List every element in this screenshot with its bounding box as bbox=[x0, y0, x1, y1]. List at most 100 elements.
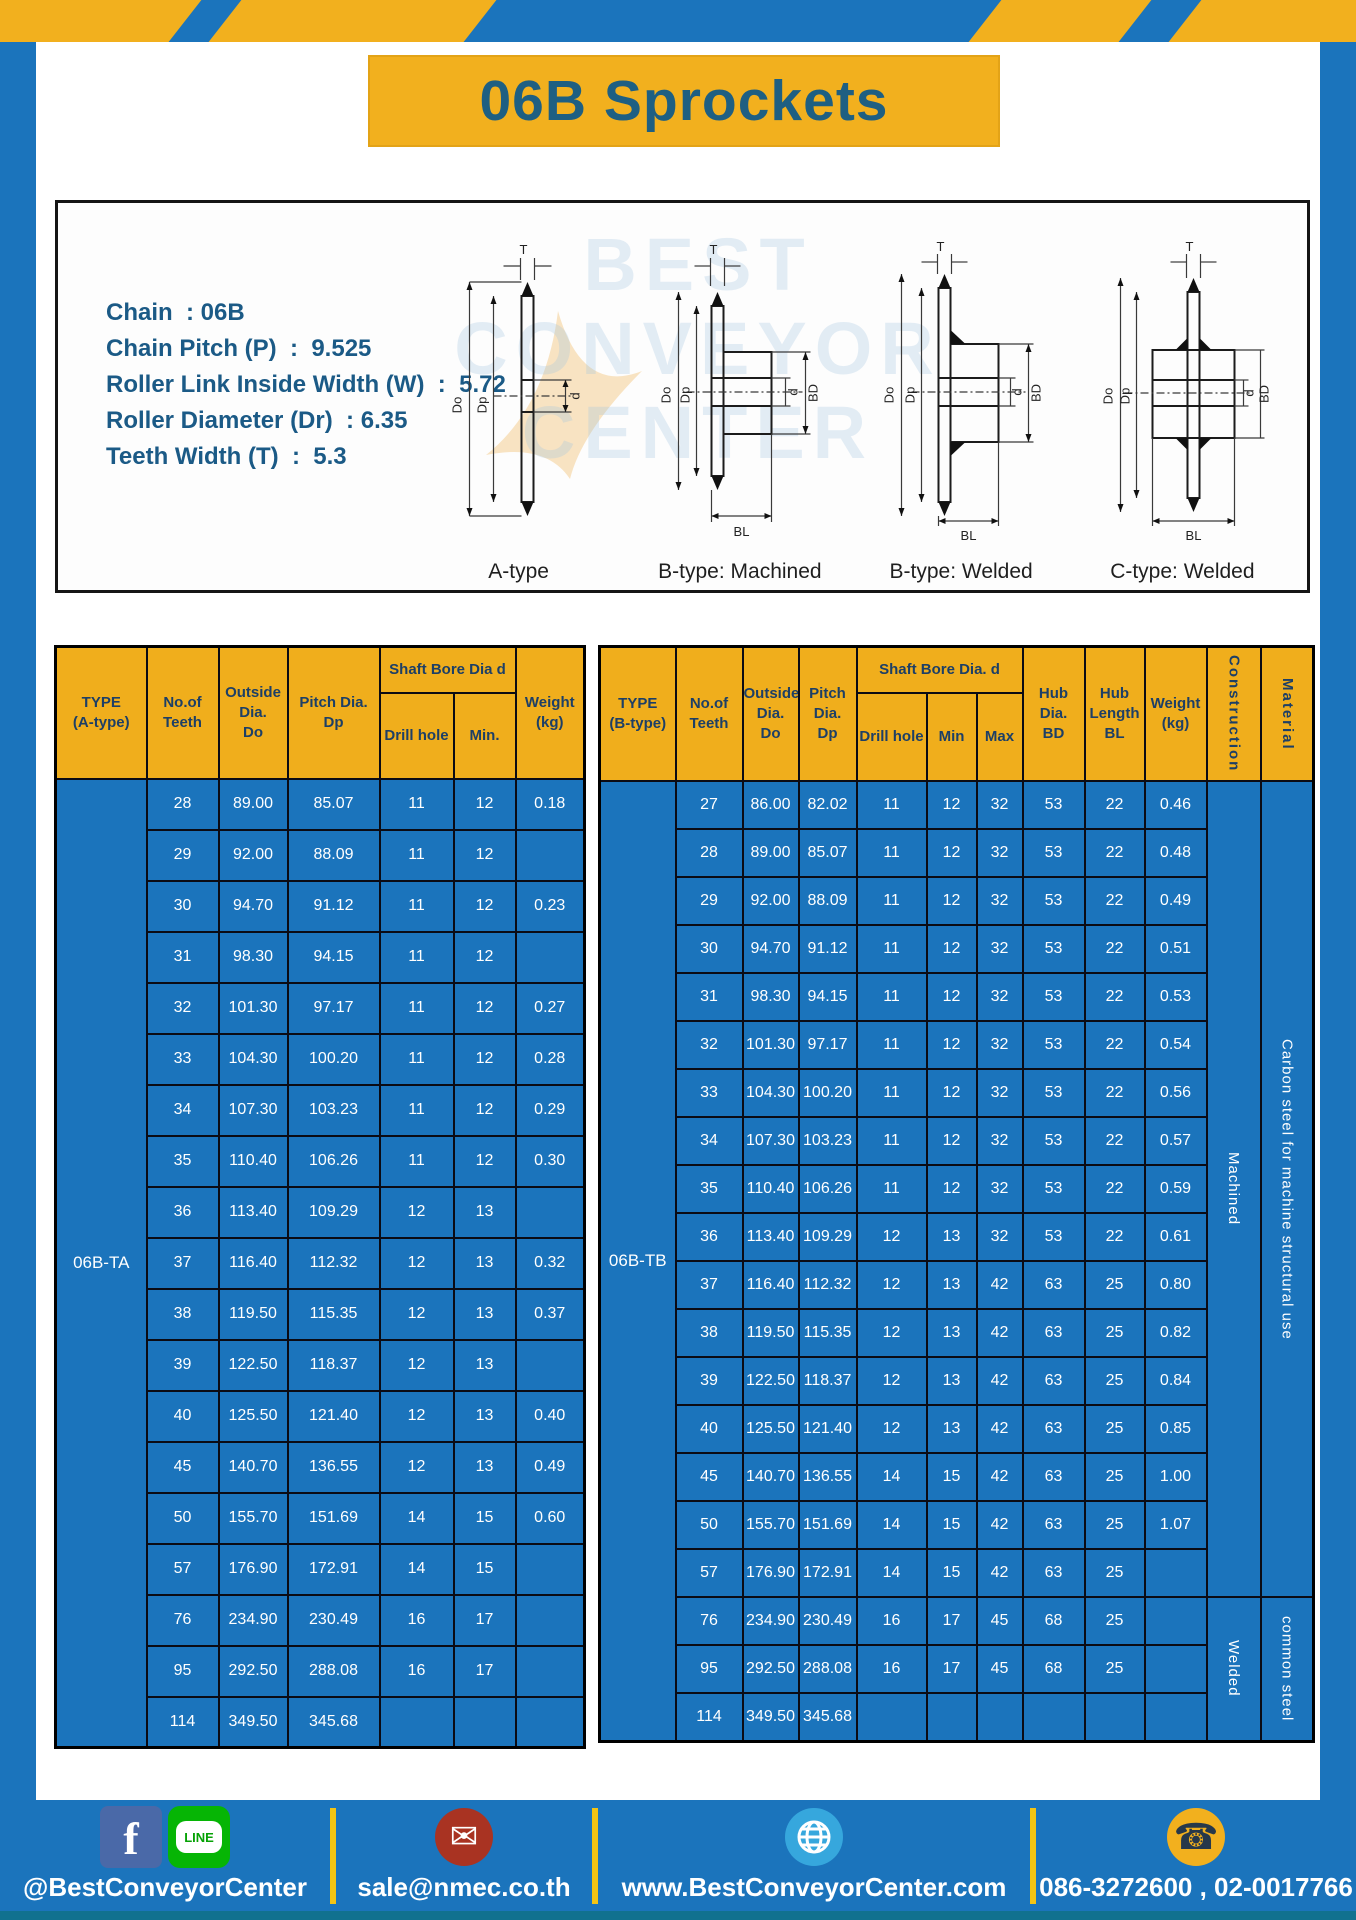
table-a-cell: 12 bbox=[452, 1083, 517, 1137]
svg-text:Dp: Dp bbox=[1118, 388, 1133, 405]
table-b-cell: 22 bbox=[1083, 924, 1146, 974]
table-a-cell: 15 bbox=[452, 1491, 517, 1545]
table-b-row: 30 94.70 91.12 11 12 32 53 22 0.51 bbox=[600, 924, 1314, 974]
table-a-row: 29 92.00 88.09 11 12 bbox=[56, 828, 586, 882]
table-a-cell: 57 bbox=[145, 1542, 220, 1596]
table-a-cell: 12 bbox=[452, 777, 517, 831]
table-b-cell: 32 bbox=[975, 828, 1024, 878]
yellow-stripe bbox=[968, 0, 1152, 42]
spec-panel: BEST CONVEYOR CENTER Chain : 06B Chain Pi… bbox=[55, 200, 1310, 593]
table-b-cell: 76 bbox=[674, 1596, 744, 1646]
table-a-cell: 11 bbox=[378, 879, 455, 933]
email-address[interactable]: sale@nmec.co.th bbox=[357, 1872, 571, 1902]
table-b-cell bbox=[925, 1692, 978, 1742]
table-b-cell: 25 bbox=[1083, 1596, 1146, 1646]
table-b-cell: 12 bbox=[925, 1164, 978, 1214]
table-b-row: 50 155.70 151.69 14 15 42 63 25 1.07 bbox=[600, 1500, 1314, 1550]
table-b-cell: 349.50 bbox=[741, 1692, 800, 1742]
table-a-cell: 140.70 bbox=[217, 1440, 289, 1494]
table-a-row: 34 107.30 103.23 11 12 0.29 bbox=[56, 1083, 586, 1137]
table-b-cell: 11 bbox=[855, 1116, 928, 1166]
table-a-cell: 0.37 bbox=[514, 1287, 586, 1341]
table-a-row: 32 101.30 97.17 11 12 0.27 bbox=[56, 981, 586, 1035]
table-b-cell: 94.15 bbox=[797, 972, 858, 1022]
table-b-cell: 12 bbox=[925, 780, 978, 830]
table-b-cell: 100.20 bbox=[797, 1068, 858, 1118]
table-a-cell: 230.49 bbox=[286, 1593, 381, 1647]
diagram-caption: A-type bbox=[488, 560, 549, 583]
table-a-cell: 12 bbox=[452, 981, 517, 1035]
table-a-cell: 288.08 bbox=[286, 1644, 381, 1698]
table-b-cell: 32 bbox=[975, 1068, 1024, 1118]
table-b-cell bbox=[1083, 1692, 1146, 1742]
table-b-cell: 1.00 bbox=[1143, 1452, 1208, 1502]
table-a-cell: 29 bbox=[145, 828, 220, 882]
table-b-cell: 11 bbox=[855, 1068, 928, 1118]
svg-text:BL: BL bbox=[1186, 528, 1202, 543]
table-b-cell: 0.53 bbox=[1143, 972, 1208, 1022]
table-b-cell: 104.30 bbox=[741, 1068, 800, 1118]
table-a-cell: 11 bbox=[378, 777, 455, 831]
table-b-cell: 13 bbox=[925, 1212, 978, 1262]
table-a-type-cell: 06B-TA bbox=[54, 777, 148, 1749]
col-drill-hole: Drill hole bbox=[855, 692, 928, 782]
table-a-cell: 45 bbox=[145, 1440, 220, 1494]
a-type-table-header: TYPE (A-type) No.of Teeth Outside Dia. D… bbox=[54, 645, 586, 780]
email-icon[interactable]: ✉ bbox=[435, 1808, 493, 1866]
table-b-cell: 32 bbox=[975, 780, 1024, 830]
table-b-type-cell: 06B-TB bbox=[598, 780, 677, 1742]
table-a-cell: 0.49 bbox=[514, 1440, 586, 1494]
spec-list: Chain : 06B Chain Pitch (P) : 9.525 Roller… bbox=[106, 295, 506, 475]
social-handle[interactable]: @BestConveyorCenter bbox=[23, 1872, 307, 1902]
table-a-cell: 0.28 bbox=[514, 1032, 586, 1086]
table-b-cell: 22 bbox=[1083, 780, 1146, 830]
footer-divider bbox=[1030, 1808, 1036, 1904]
table-b-cell: 11 bbox=[855, 780, 928, 830]
table-b-cell: 39 bbox=[674, 1356, 744, 1406]
table-b-row: 34 107.30 103.23 11 12 32 53 22 0.57 bbox=[600, 1116, 1314, 1166]
line-bubble: LINE bbox=[176, 1821, 222, 1853]
table-b-cell: 63 bbox=[1021, 1356, 1086, 1406]
page-title: 06B Sprockets bbox=[479, 69, 889, 133]
table-a-cell: 122.50 bbox=[217, 1338, 289, 1392]
table-b-cell: 89.00 bbox=[741, 828, 800, 878]
phone-icon[interactable]: ☎ bbox=[1167, 1808, 1225, 1866]
table-b-cell: 92.00 bbox=[741, 876, 800, 926]
table-a-cell: 11 bbox=[378, 1134, 455, 1188]
table-b-cell: 0.56 bbox=[1143, 1068, 1208, 1118]
table-b-cell: 25 bbox=[1083, 1308, 1146, 1358]
col-outside-dia: Outside Dia. Do bbox=[741, 645, 800, 782]
table-b-cell: 17 bbox=[925, 1596, 978, 1646]
website-url[interactable]: www.BestConveyorCenter.com bbox=[621, 1872, 1007, 1902]
svg-text:T: T bbox=[519, 242, 527, 257]
table-a-row: 36 113.40 109.29 12 13 bbox=[56, 1185, 586, 1239]
globe-glyph bbox=[797, 1820, 831, 1854]
line-app-icon[interactable]: LINE bbox=[168, 1806, 230, 1868]
table-b-cell: 42 bbox=[975, 1404, 1024, 1454]
table-b-cell: 42 bbox=[975, 1308, 1024, 1358]
b-type-table-header: TYPE (B-type) No.of Teeth Outside Dia. D… bbox=[598, 645, 1315, 782]
globe-icon[interactable] bbox=[785, 1808, 843, 1866]
table-a-cell: 17 bbox=[452, 1593, 517, 1647]
table-b-material-cell: common steel bbox=[1259, 1596, 1315, 1742]
table-b-cell bbox=[855, 1692, 928, 1742]
c-type-welded-drawing: T Do Dp bbox=[1101, 240, 1272, 543]
col-material: Material bbox=[1259, 645, 1315, 782]
svg-text:T: T bbox=[1186, 240, 1194, 254]
col-hub-length: Hub Length BL bbox=[1083, 645, 1146, 782]
facebook-icon[interactable]: f bbox=[100, 1806, 162, 1868]
table-a-cell: 121.40 bbox=[286, 1389, 381, 1443]
phone-numbers[interactable]: 086-3272600 , 02-0017766 bbox=[1039, 1872, 1353, 1902]
table-a-row: 95 292.50 288.08 16 17 bbox=[56, 1644, 586, 1698]
table-b-cell: 16 bbox=[855, 1644, 928, 1694]
svg-text:BD: BD bbox=[805, 384, 820, 402]
table-b-cell: 22 bbox=[1083, 1020, 1146, 1070]
svg-text:Do: Do bbox=[449, 397, 464, 414]
table-a-cell: 13 bbox=[452, 1440, 517, 1494]
table-b-cell: 13 bbox=[925, 1404, 978, 1454]
table-b-cell: 11 bbox=[855, 876, 928, 926]
table-b-cell bbox=[975, 1692, 1024, 1742]
table-a-cell: 12 bbox=[378, 1389, 455, 1443]
table-b-cell: 63 bbox=[1021, 1308, 1086, 1358]
table-a-cell bbox=[514, 1338, 586, 1392]
